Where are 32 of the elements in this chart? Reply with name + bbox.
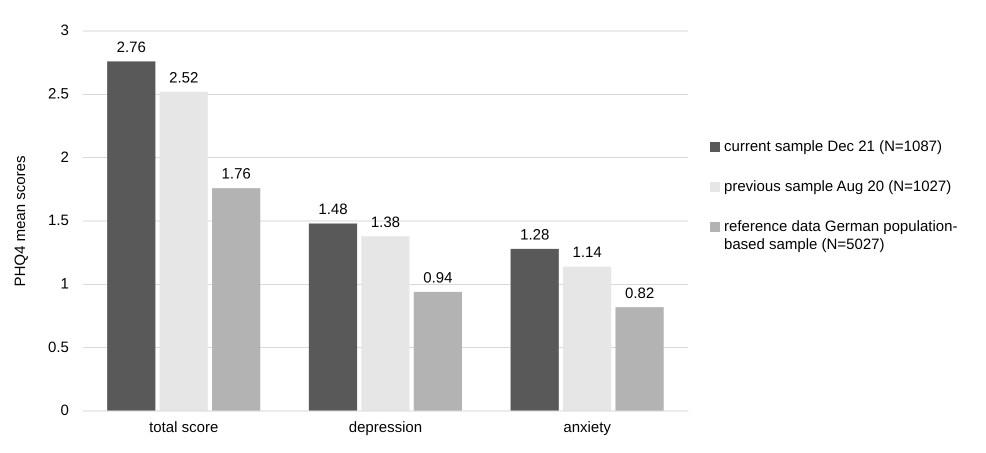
bar bbox=[160, 92, 208, 410]
y-tick-label: 0 bbox=[60, 402, 69, 420]
legend-label: previous sample Aug 20 (N=1027) bbox=[724, 178, 952, 196]
data-label: 2.76 bbox=[116, 39, 146, 56]
bar bbox=[414, 292, 462, 410]
data-label: 0.82 bbox=[624, 284, 654, 302]
bar bbox=[510, 248, 559, 410]
data-label: 1.28 bbox=[520, 226, 550, 244]
legend-label: reference data German population-based sample (N=5027) bbox=[724, 218, 958, 254]
data-label: 1.76 bbox=[222, 166, 251, 183]
y-tick-label: 2 bbox=[60, 148, 69, 166]
y-tick-label: 2.5 bbox=[48, 85, 69, 102]
x-tick-label: depression bbox=[348, 419, 422, 436]
data-label: 0.94 bbox=[423, 270, 452, 287]
bar bbox=[212, 188, 260, 410]
y-tick-label: 1.5 bbox=[48, 212, 69, 230]
y-tick-label: 0.5 bbox=[48, 338, 69, 356]
bar bbox=[361, 236, 410, 410]
x-tick-label: total score bbox=[149, 419, 218, 436]
y-tick-label: 3 bbox=[60, 22, 69, 40]
data-label: 1.48 bbox=[318, 201, 348, 218]
legend-label: current sample Dec 21 (N=1087) bbox=[724, 138, 944, 156]
y-tick-label: 1 bbox=[60, 275, 69, 292]
x-tick-label: anxiety bbox=[563, 419, 612, 436]
bar bbox=[615, 307, 664, 410]
bar bbox=[107, 61, 156, 410]
bar bbox=[563, 266, 612, 410]
data-label: 1.14 bbox=[572, 244, 602, 262]
y-axis-title: PHQ4 mean scores bbox=[12, 156, 30, 286]
data-label: 2.52 bbox=[169, 69, 198, 86]
bar bbox=[308, 224, 358, 410]
data-label: 1.38 bbox=[370, 214, 400, 231]
